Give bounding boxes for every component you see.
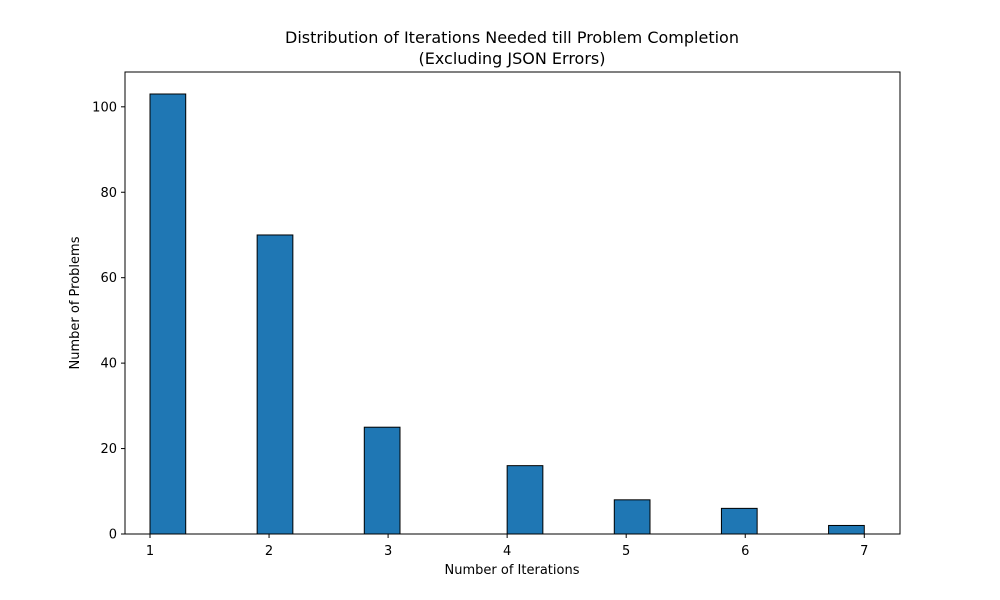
- y-tick-label: 0: [109, 528, 117, 543]
- chart-title: Distribution of Iterations Needed till P…: [285, 28, 739, 47]
- x-tick-label: 1: [146, 544, 154, 559]
- x-tick-label: 7: [860, 544, 868, 559]
- y-tick-label: 80: [100, 186, 117, 201]
- y-tick-label: 20: [100, 442, 117, 457]
- y-axis-ticks: 0 20 40 60 80 100: [92, 100, 125, 543]
- x-tick-label: 6: [741, 544, 749, 559]
- x-axis-ticks: 1 2 3 4 5 6 7: [146, 534, 868, 559]
- histogram-bar-5: [613, 499, 651, 535]
- x-tick-label: 3: [384, 544, 392, 559]
- x-tick-label: 5: [622, 544, 630, 559]
- bars-group: [149, 93, 865, 535]
- histogram-bar-7: [828, 524, 865, 535]
- histogram-bar-6: [720, 507, 758, 535]
- histogram-bar-4: [506, 465, 544, 535]
- plot-frame: [124, 71, 901, 535]
- x-axis-label: Number of Iterations: [445, 563, 580, 578]
- chart-subtitle: (Excluding JSON Errors): [418, 49, 605, 68]
- x-tick-label: 4: [503, 544, 511, 559]
- y-tick-label: 60: [100, 271, 117, 286]
- histogram-bar-1: [149, 93, 187, 535]
- y-tick-label: 100: [92, 100, 117, 115]
- y-axis-label: Number of Problems: [68, 236, 83, 369]
- y-tick-label: 40: [100, 357, 117, 372]
- x-tick-label: 2: [265, 544, 273, 559]
- histogram-bar-3: [363, 426, 401, 535]
- histogram-bar-2: [256, 234, 294, 535]
